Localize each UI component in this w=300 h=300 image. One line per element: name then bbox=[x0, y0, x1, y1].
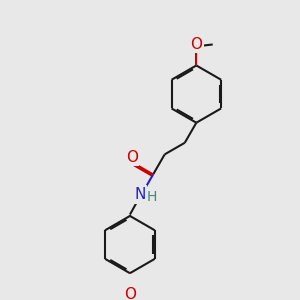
Text: N: N bbox=[134, 187, 146, 202]
Text: H: H bbox=[147, 190, 157, 204]
Text: O: O bbox=[126, 150, 138, 165]
Text: O: O bbox=[124, 287, 136, 300]
Text: O: O bbox=[190, 37, 202, 52]
